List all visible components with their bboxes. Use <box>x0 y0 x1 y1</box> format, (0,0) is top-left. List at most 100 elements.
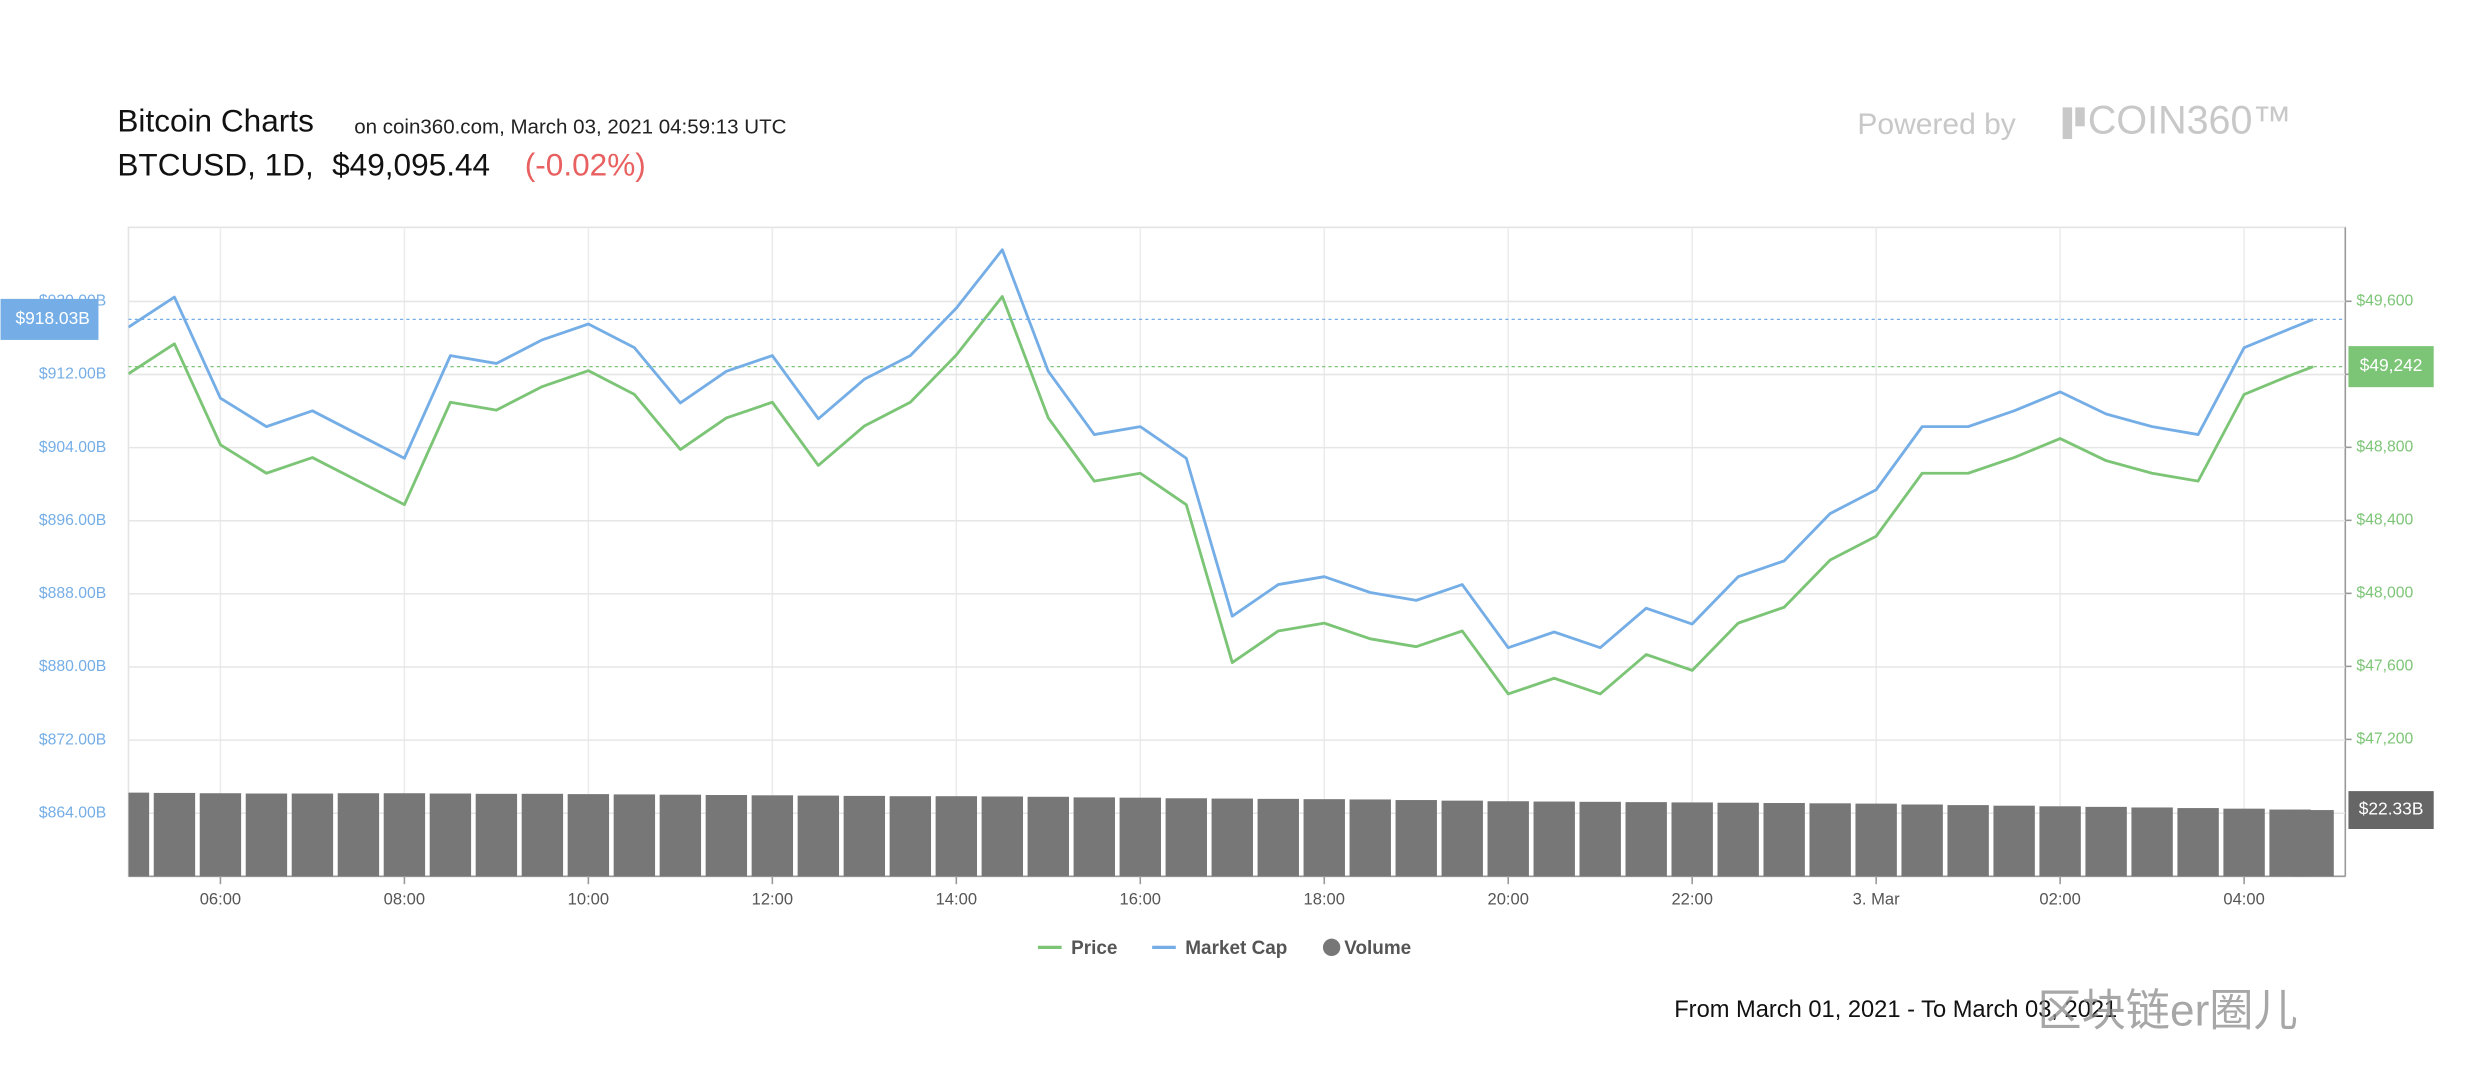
volume-bar <box>2177 808 2219 877</box>
x-tick-label: 08:00 <box>384 889 425 908</box>
plot-frame <box>127 226 2347 878</box>
volume-tag <box>2348 791 2434 829</box>
price: $49,095.44 <box>332 147 490 183</box>
volume-bar <box>797 795 840 877</box>
brand: COIN360™ <box>2088 99 2292 143</box>
date-range: From March 01, 2021 - To March 03, 2021 <box>1674 997 2117 1023</box>
x-tick-label: 16:00 <box>1120 889 1161 908</box>
y2-tick-label: $47,200 <box>2356 731 2413 748</box>
source-line: on coin360.com, March 03, 2021 04:59:13 … <box>354 115 786 138</box>
y2-tick-label: $47,600 <box>2356 658 2413 675</box>
volume-bar <box>1119 797 1161 877</box>
y-tick-label: $904.00B <box>39 439 107 456</box>
market-cap-tag-label: $918.03B <box>15 308 89 328</box>
y2-tick-label: $49,600 <box>2356 292 2413 309</box>
legend-label: Volume <box>1344 938 1411 959</box>
volume-bar <box>128 792 150 877</box>
volume-bar <box>429 793 472 877</box>
x-tick-label: 04:00 <box>2223 889 2264 908</box>
volume-bar <box>1625 802 1667 877</box>
volume-bar <box>981 796 1024 877</box>
volume-bar <box>1257 798 1299 877</box>
volume-bar <box>935 796 978 877</box>
volume-bar <box>659 794 702 877</box>
x-tick-label: 18:00 <box>1304 889 1345 908</box>
volume-bar <box>1027 796 1069 877</box>
symbol: BTCUSD, 1D, <box>117 147 313 183</box>
volume-bar <box>1533 801 1575 877</box>
volume-bar <box>889 796 932 877</box>
volume-bar <box>2223 808 2265 877</box>
volume-bar <box>1165 798 1207 877</box>
x-tick-label: 02:00 <box>2039 889 2080 908</box>
volume-bar <box>1901 804 1943 877</box>
y-tick-label: $872.00B <box>39 731 107 748</box>
volume-bar <box>1993 805 2035 877</box>
volume-bar <box>1809 803 1851 877</box>
volume-bar <box>153 792 196 877</box>
legend-symbol <box>1322 938 1341 957</box>
chart-title: Bitcoin Charts <box>117 103 313 139</box>
volume-bar <box>2292 810 2334 877</box>
x-tick-label: 3. Mar <box>1853 889 1900 908</box>
x-tick-label: 12:00 <box>752 889 793 908</box>
price-tag-label: $49,242 <box>2360 355 2423 375</box>
change: (-0.02%) <box>525 147 646 183</box>
plot-area <box>128 227 2346 877</box>
volume-bar <box>567 794 610 877</box>
y-tick-label: $912.00B <box>39 366 107 383</box>
y-tick-label: $896.00B <box>39 512 107 529</box>
y2-tick-label: $48,400 <box>2356 512 2413 529</box>
volume-bar <box>1579 801 1621 877</box>
volume-bar <box>1717 802 1759 877</box>
x-tick-label: 20:00 <box>1487 889 1528 908</box>
legend: Price Market Cap Volume <box>1037 938 1411 959</box>
volume-bar <box>1855 803 1897 877</box>
volume-bar <box>751 795 794 877</box>
volume-bar <box>199 793 242 877</box>
y-tick-label: $888.00B <box>39 585 107 602</box>
line-series <box>128 295 2314 696</box>
volume-bar <box>383 793 426 877</box>
volume-tag-label: $22.33B <box>2359 799 2424 819</box>
y2-tick-label: $48,800 <box>2356 439 2413 456</box>
x-tick-label: 22:00 <box>1671 889 1712 908</box>
volume-bar <box>2039 806 2081 877</box>
brand-icon <box>2062 107 2073 139</box>
volume-bar <box>1671 802 1713 877</box>
volume-bar <box>613 794 656 877</box>
legend-label: Market Cap <box>1185 938 1287 959</box>
volume-bar <box>2131 807 2173 877</box>
volume-bar <box>2085 806 2127 877</box>
y2-tick-label: $48,000 <box>2356 585 2413 602</box>
volume-bar <box>475 793 518 877</box>
volume-bar <box>1349 799 1391 877</box>
y-tick-label: $864.00B <box>39 804 107 821</box>
volume-bar <box>843 795 886 877</box>
x-tick-label: 14:00 <box>936 889 977 908</box>
volume-bar <box>1211 798 1253 877</box>
volume-bar <box>1303 799 1345 877</box>
volume-bar <box>1487 801 1529 877</box>
y-tick-label: $880.00B <box>39 658 107 675</box>
brand-icon <box>2075 107 2085 127</box>
powered-by: Powered by <box>1857 108 2015 141</box>
volume-bar <box>1763 803 1805 877</box>
x-tick-label: 10:00 <box>568 889 609 908</box>
volume-bar <box>1073 797 1115 877</box>
volume-bar <box>705 795 748 877</box>
volume-bar <box>1947 805 1989 877</box>
volume-bar <box>245 793 288 877</box>
volume-bar <box>1395 800 1437 877</box>
line-series <box>128 248 2314 650</box>
watermark: 区块链er圈儿 <box>2037 986 2297 1035</box>
legend-label: Price <box>1071 938 1117 959</box>
volume-bar <box>521 793 564 877</box>
market-cap-tag <box>0 298 99 340</box>
volume-bar <box>291 793 334 877</box>
price-tag <box>2348 346 2434 388</box>
x-tick-label: 06:00 <box>200 889 241 908</box>
volume-bar <box>1441 800 1483 877</box>
